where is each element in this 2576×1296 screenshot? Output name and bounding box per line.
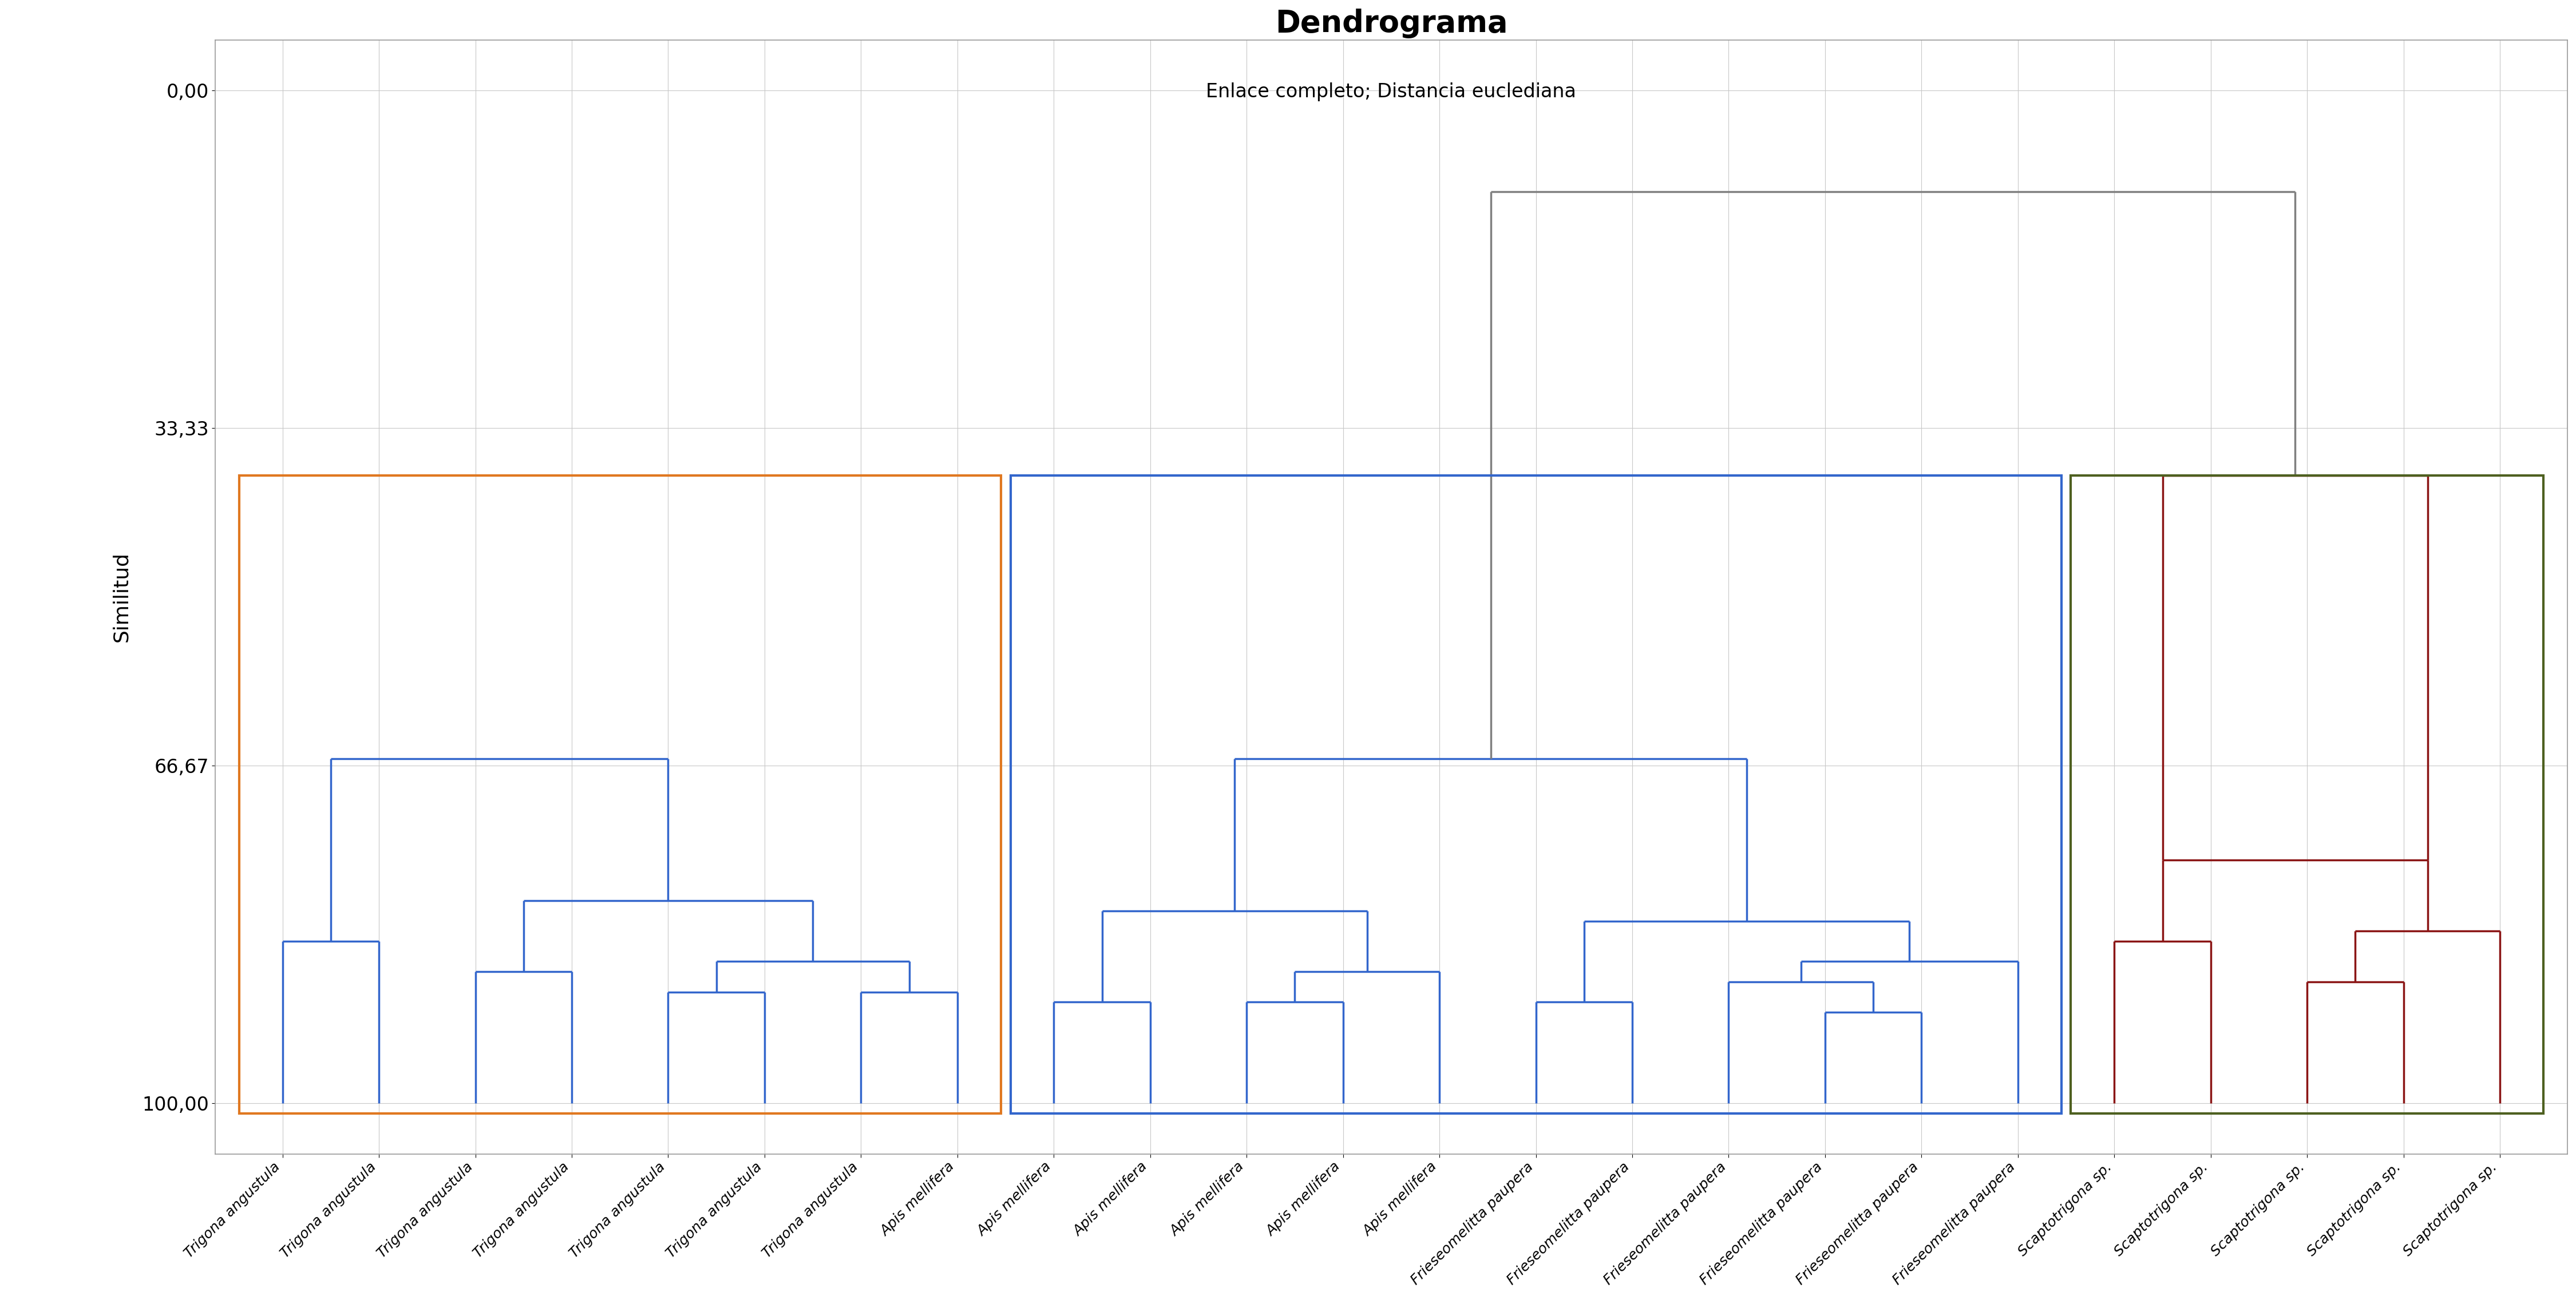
Text: Enlace completo; Distancia euclediana: Enlace completo; Distancia euclediana [1206, 83, 1577, 101]
Bar [2071, 476, 2543, 1113]
Title: Dendrograma: Dendrograma [1275, 9, 1507, 39]
Bar [240, 476, 1002, 1113]
Y-axis label: Similitud: Similitud [111, 552, 131, 642]
Bar [1010, 476, 2061, 1113]
